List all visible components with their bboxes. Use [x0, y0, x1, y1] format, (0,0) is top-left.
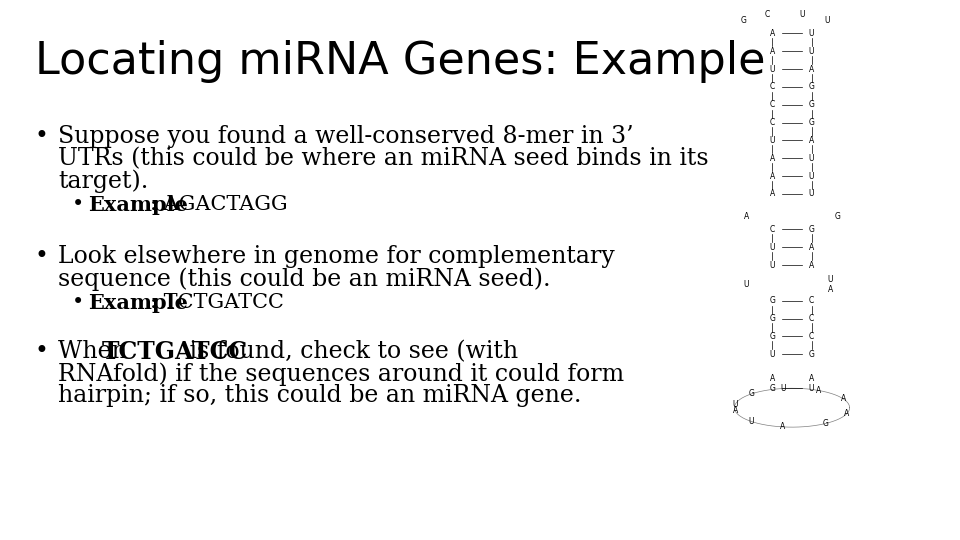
- Text: U: U: [808, 47, 814, 56]
- Text: A: A: [770, 190, 775, 198]
- Text: U: U: [770, 261, 776, 269]
- Text: A: A: [809, 243, 814, 252]
- Text: A: A: [809, 65, 814, 73]
- Text: target).: target).: [58, 169, 149, 193]
- Text: A: A: [770, 374, 775, 383]
- Text: U: U: [828, 275, 833, 284]
- Text: U: U: [808, 172, 814, 180]
- Text: Locating miRNA Genes: Example: Locating miRNA Genes: Example: [35, 40, 765, 83]
- Text: G: G: [749, 389, 755, 399]
- Text: A: A: [809, 261, 814, 269]
- Text: is found, check to see (with: is found, check to see (with: [182, 340, 518, 363]
- Text: C: C: [770, 83, 775, 91]
- Text: sequence (this could be an miRNA seed).: sequence (this could be an miRNA seed).: [58, 267, 551, 291]
- Text: TCTGATCC: TCTGATCC: [102, 340, 248, 364]
- Text: G: G: [740, 16, 746, 25]
- Text: G: G: [808, 225, 814, 234]
- Text: G: G: [823, 419, 828, 428]
- Text: U: U: [770, 136, 776, 145]
- Text: A: A: [809, 136, 814, 145]
- Text: A: A: [841, 394, 846, 403]
- Text: A: A: [844, 409, 850, 418]
- Text: C: C: [809, 332, 814, 341]
- Text: Look elsewhere in genome for complementary: Look elsewhere in genome for complementa…: [58, 245, 614, 268]
- Text: G: G: [770, 384, 776, 393]
- Text: G: G: [808, 118, 814, 127]
- Text: C: C: [770, 225, 775, 234]
- Text: G: G: [808, 83, 814, 91]
- Text: hairpin; if so, this could be an miRNA gene.: hairpin; if so, this could be an miRNA g…: [58, 384, 582, 407]
- Text: Example: Example: [88, 293, 188, 313]
- Text: U: U: [749, 417, 754, 426]
- Text: U: U: [824, 16, 829, 25]
- Text: •: •: [35, 245, 49, 268]
- Text: G: G: [808, 100, 814, 109]
- Text: G: G: [770, 314, 776, 323]
- Text: RNAfold) if the sequences around it could form: RNAfold) if the sequences around it coul…: [58, 362, 624, 386]
- Text: •: •: [72, 293, 84, 312]
- Text: A: A: [828, 285, 833, 294]
- Text: U: U: [770, 350, 776, 359]
- Text: A: A: [816, 386, 821, 395]
- Text: G: G: [808, 350, 814, 359]
- Text: Example: Example: [88, 195, 188, 215]
- Text: U: U: [808, 384, 814, 393]
- Text: G: G: [834, 212, 840, 221]
- Text: A: A: [732, 406, 737, 415]
- Text: A: A: [770, 154, 775, 163]
- Text: : TCTGATCC: : TCTGATCC: [150, 293, 284, 312]
- Text: G: G: [770, 296, 776, 305]
- Text: A: A: [780, 422, 785, 431]
- Text: U: U: [808, 154, 814, 163]
- Text: C: C: [770, 100, 775, 109]
- Text: •: •: [35, 340, 49, 363]
- Text: C: C: [770, 118, 775, 127]
- Text: C: C: [809, 296, 814, 305]
- Text: C: C: [809, 314, 814, 323]
- Text: U: U: [808, 29, 814, 38]
- Text: UTRs (this could be where an miRNA seed binds in its: UTRs (this could be where an miRNA seed …: [58, 147, 708, 170]
- Text: U: U: [780, 384, 785, 393]
- Text: U: U: [800, 10, 805, 18]
- Text: •: •: [35, 125, 49, 148]
- Text: A: A: [809, 374, 814, 383]
- Text: U: U: [808, 190, 814, 198]
- Text: Suppose you found a well-conserved 8-mer in 3’: Suppose you found a well-conserved 8-mer…: [58, 125, 634, 148]
- Text: A: A: [744, 212, 749, 221]
- Text: •: •: [72, 195, 84, 214]
- Text: When: When: [58, 340, 134, 363]
- Text: G: G: [770, 332, 776, 341]
- Text: U: U: [732, 400, 738, 409]
- Text: U: U: [770, 65, 776, 73]
- Text: A: A: [770, 47, 775, 56]
- Text: A: A: [770, 29, 775, 38]
- Text: A: A: [770, 172, 775, 180]
- Text: : AGACTAGG: : AGACTAGG: [150, 195, 288, 214]
- Text: C: C: [765, 10, 770, 18]
- Text: U: U: [770, 243, 776, 252]
- Text: U: U: [744, 280, 750, 289]
